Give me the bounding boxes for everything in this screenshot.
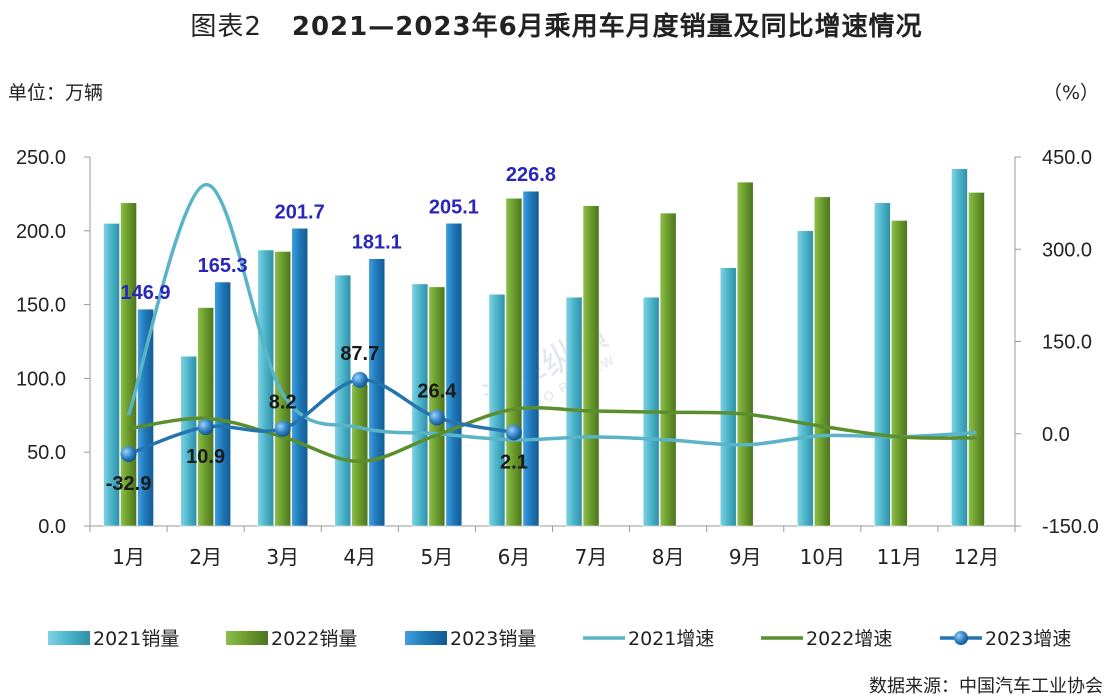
x-tick-label: 1月 [112,545,145,569]
bar-2023销量 [214,281,231,527]
bar-2022销量 [968,192,985,527]
bar-2021销量 [180,356,197,527]
legend-label: 2021销量 [93,628,179,650]
bar-2023销量 [445,223,463,527]
marker-2023增速 [197,419,214,436]
legend-swatch [48,631,90,645]
line-value-label: 87.7 [340,343,379,365]
marker-2023增速 [274,420,291,437]
bar-2022销量 [736,181,754,527]
right-tick-label: -150.0 [1042,516,1099,538]
bar-2022销量 [274,251,291,527]
title-main: 2021—2023年6月乘用车月度销量及同比增速情况 [291,12,923,42]
right-tick-label: 0.0 [1042,424,1070,446]
line-value-label: 10.9 [186,446,225,468]
left-tick-label: 250.0 [16,147,66,169]
line-2021增速 [126,182,977,447]
bar-value-label: 205.1 [429,196,479,218]
legend-label: 2023增速 [985,628,1071,650]
legend-label: 2022销量 [271,628,357,650]
figure-number: 图表2 [190,12,262,42]
line-value-label: 8.2 [269,392,297,414]
bar-2022销量 [120,202,137,527]
bar-value-label: 226.8 [506,164,556,186]
bar-2023销量 [291,228,308,527]
bar-2023销量 [522,190,540,527]
line-value-label: 2.1 [500,451,528,473]
bar-2022销量 [582,205,600,527]
x-tick-label: 8月 [652,545,685,569]
legend-swatch [405,631,447,645]
legend-swatch [226,631,268,645]
bar-2022销量 [505,198,523,527]
marker-2023增速 [505,424,522,441]
left-tick-label: 50.0 [27,442,66,464]
right-tick-label: 450.0 [1042,147,1092,169]
line-value-label: -32.9 [106,473,152,495]
x-tick-label: 4月 [343,545,376,569]
right-axis-unit: （%） [1042,82,1099,104]
bar-value-label: 201.7 [275,201,325,223]
x-tick-label: 11月 [877,545,922,569]
x-tick-label: 12月 [954,545,999,569]
left-tick-label: 200.0 [16,221,66,243]
bar-2022销量 [428,286,446,527]
bar-value-label: 181.1 [352,232,402,254]
x-tick-label: 6月 [498,545,531,569]
bar-2021销量 [103,223,120,527]
x-tick-label: 2月 [189,545,222,569]
x-tick-label: 3月 [266,545,299,569]
x-tick-label: 5月 [421,545,454,569]
line-value-label: 26.4 [417,381,457,403]
bar-2021销量 [719,267,737,527]
bar-2021销量 [951,168,968,527]
right-tick-label: 150.0 [1042,332,1092,354]
legend-label: 2021增速 [628,628,714,650]
bar-2021销量 [797,230,814,527]
legend-marker [954,631,968,645]
bar-2021销量 [334,274,352,527]
marker-2023增速 [120,445,137,462]
left-tick-label: 0.0 [38,516,66,538]
bar-2023销量 [368,258,386,527]
chart-title: 图表2 2021—2023年6月乘用车月度销量及同比增速情况 [0,6,1113,43]
bar-2022销量 [351,384,369,527]
legend-label: 2023销量 [450,628,536,650]
data-source: 数据来源：中国汽车工业协会 [869,676,1103,697]
bar-2022销量 [891,220,908,527]
left-axis-unit: 单位：万辆 [8,82,104,104]
bar-2022销量 [814,196,831,527]
marker-2023增速 [351,371,368,388]
bar-value-label: 146.9 [121,282,171,304]
x-tick-label: 7月 [575,545,608,569]
x-tick-label: 10月 [800,545,845,569]
right-tick-label: 300.0 [1042,239,1092,261]
left-tick-label: 100.0 [16,368,66,390]
legend-label: 2022增速 [806,628,892,650]
bar-value-label: 165.3 [198,255,248,277]
left-tick-label: 150.0 [16,295,66,317]
bar-2022销量 [659,212,677,527]
bar-2021销量 [257,249,274,527]
marker-2023增速 [428,409,445,426]
x-tick-label: 9月 [729,545,762,569]
bar-2021销量 [874,202,891,527]
